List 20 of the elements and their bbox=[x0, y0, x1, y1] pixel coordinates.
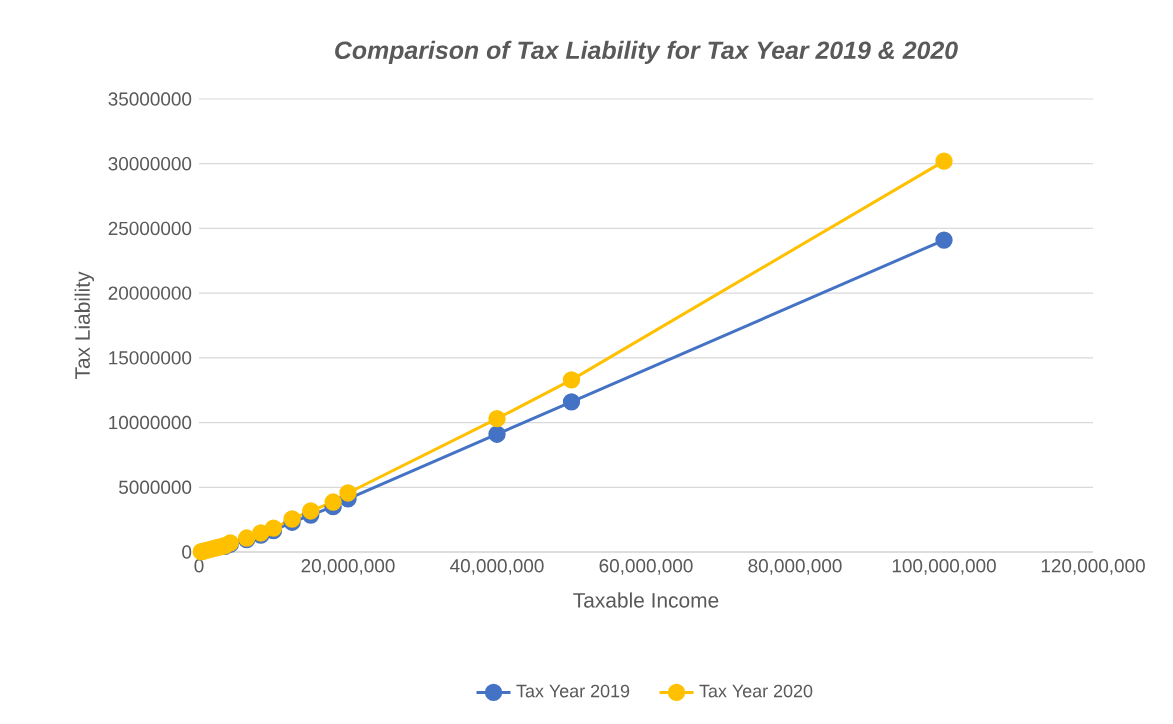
y-tick-label: 35000000 bbox=[108, 92, 192, 106]
y-tick-label: 15000000 bbox=[109, 351, 192, 365]
x-tick-label: 0 bbox=[194, 559, 204, 573]
x-tick-label: 120,000,000 bbox=[1041, 559, 1145, 575]
y-tick-label: 20000000 bbox=[108, 286, 192, 300]
x-tick-label: 80,000,000 bbox=[748, 559, 842, 575]
y-tick-label: 25000000 bbox=[108, 221, 192, 236]
x-axis-title: Taxable Income bbox=[573, 592, 719, 608]
y-tick-label: 10000000 bbox=[109, 415, 192, 430]
y-tick-label: 0 bbox=[182, 545, 192, 559]
x-tick-label: 40,000,000 bbox=[450, 559, 544, 575]
x-tick-label: 60,000,000 bbox=[599, 559, 693, 575]
legend-label: Tax Year 2019 bbox=[516, 684, 630, 698]
y-tick-label: 30000000 bbox=[108, 157, 192, 171]
chart-title: Comparison of Tax Liability for Tax Year 2019 & 2020 bbox=[335, 40, 958, 64]
x-tick-label: 100,000,000 bbox=[892, 559, 996, 575]
y-tick-label: 5000000 bbox=[119, 480, 192, 494]
legend-label: Tax Year 2020 bbox=[699, 684, 813, 698]
x-tick-label: 20,000,000 bbox=[301, 559, 395, 575]
y-axis-title: Tax Liability bbox=[74, 271, 95, 380]
